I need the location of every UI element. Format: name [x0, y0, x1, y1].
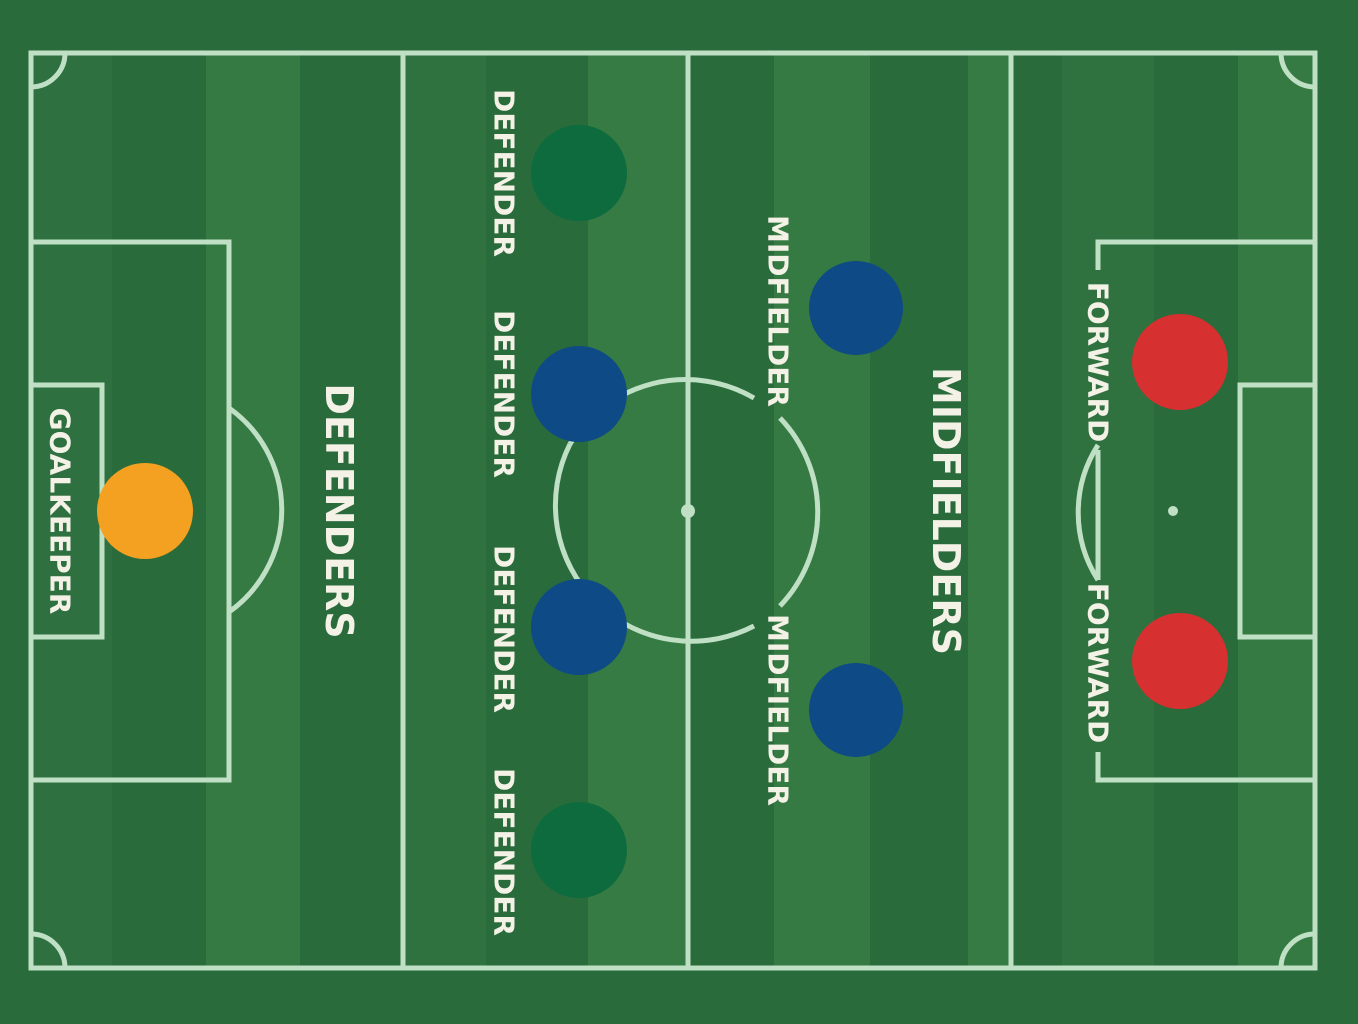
pitch-lines	[28, 50, 1318, 971]
corner-arc-top-left	[30, 52, 68, 90]
player-midfielder-1[interactable]: MIDFIELDER	[762, 215, 904, 407]
player-label: MIDFIELDER	[762, 215, 795, 407]
player-label: DEFENDER	[488, 310, 521, 478]
player-label: FORWARD	[1082, 282, 1115, 443]
player-marker[interactable]	[531, 802, 627, 898]
player-label: DEFENDER	[488, 89, 521, 257]
player-forward-2[interactable]: FORWARD	[1082, 583, 1229, 744]
player-marker[interactable]	[809, 663, 903, 757]
player-marker[interactable]	[97, 463, 193, 559]
player-marker[interactable]	[531, 125, 627, 221]
corner-arc-top-right	[1278, 52, 1316, 90]
grass-stripes	[32, 54, 1314, 968]
center-circle-right	[778, 416, 821, 608]
corner-arc-bottom-left	[30, 931, 68, 969]
player-label: DEFENDER	[488, 768, 521, 936]
right-goal-area	[1237, 382, 1315, 640]
players: GOALKEEPER DEFENDER DEFENDER DEFENDER DE…	[44, 89, 1229, 936]
section-label-defenders: DEFENDERS	[317, 383, 361, 638]
player-label: DEFENDER	[488, 545, 521, 713]
player-defender-2[interactable]: DEFENDER	[488, 310, 628, 478]
corner-arc-bottom-right	[1278, 931, 1316, 969]
right-penalty-area-top	[1095, 239, 1315, 270]
player-defender-1[interactable]: DEFENDER	[488, 89, 628, 257]
left-penalty-arc	[227, 405, 285, 615]
player-defender-4[interactable]: DEFENDER	[488, 768, 628, 936]
player-marker[interactable]	[1132, 613, 1228, 709]
center-spot	[681, 504, 695, 518]
right-penalty-arc	[1075, 443, 1101, 582]
penalty-spot-right	[1168, 506, 1178, 516]
player-marker[interactable]	[1132, 314, 1228, 410]
section-label-midfielders: MIDFIELDERS	[924, 367, 968, 655]
pitch-boundary	[28, 50, 1318, 971]
player-forward-1[interactable]: FORWARD	[1082, 282, 1229, 443]
player-label: FORWARD	[1082, 583, 1115, 744]
player-goalkeeper[interactable]: GOALKEEPER	[44, 408, 194, 615]
player-marker[interactable]	[809, 261, 903, 355]
left-penalty-area	[31, 239, 232, 783]
player-label: MIDFIELDER	[762, 614, 795, 806]
right-penalty-area-bottom	[1095, 752, 1315, 783]
player-defender-3[interactable]: DEFENDER	[488, 545, 628, 713]
player-marker[interactable]	[531, 346, 627, 442]
player-marker[interactable]	[531, 579, 627, 675]
player-midfielder-2[interactable]: MIDFIELDER	[762, 614, 904, 806]
player-label: GOALKEEPER	[44, 408, 77, 615]
